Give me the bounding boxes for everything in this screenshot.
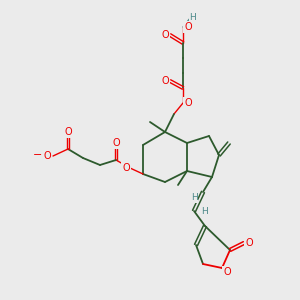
Text: O: O [112, 138, 120, 148]
Text: O: O [64, 127, 72, 137]
Text: O: O [184, 22, 192, 32]
Text: H: H [190, 13, 196, 22]
Text: O: O [122, 163, 130, 173]
Text: H: H [201, 208, 207, 217]
Text: O: O [161, 76, 169, 86]
Text: O: O [161, 30, 169, 40]
Text: O: O [245, 238, 253, 248]
Text: O: O [43, 151, 51, 161]
Text: H: H [190, 194, 197, 202]
Text: O: O [223, 267, 231, 277]
Text: O: O [184, 98, 192, 108]
Text: −: − [33, 150, 43, 160]
